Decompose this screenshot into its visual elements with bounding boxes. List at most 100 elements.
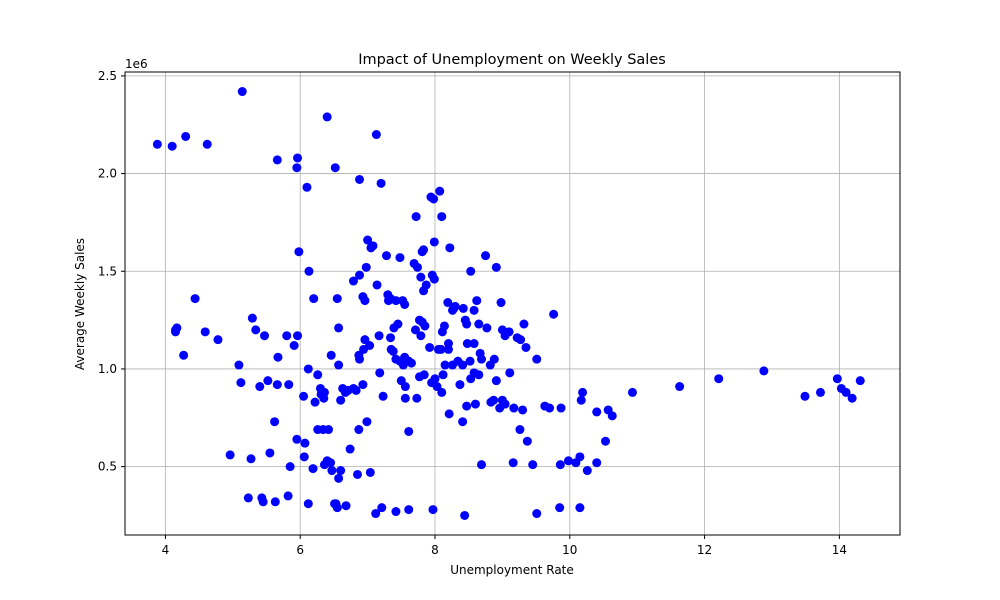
data-point [555, 460, 565, 470]
data-point [236, 378, 246, 388]
data-point [371, 509, 381, 519]
data-point [832, 374, 842, 384]
data-point [326, 458, 336, 468]
data-point [381, 251, 391, 261]
data-point [355, 270, 365, 280]
data-point [504, 327, 514, 337]
data-point [549, 309, 559, 319]
x-tick-label: 14 [832, 543, 847, 557]
data-point [270, 417, 280, 427]
data-point [627, 387, 637, 397]
data-point [270, 497, 280, 507]
data-point [445, 243, 455, 253]
data-point [332, 294, 342, 304]
data-point [237, 87, 247, 97]
data-point [455, 380, 465, 390]
data-point [322, 112, 332, 122]
data-point [285, 462, 295, 472]
data-point [419, 245, 429, 255]
data-point [371, 130, 381, 140]
data-point [330, 499, 340, 509]
data-point [395, 253, 405, 263]
data-point [576, 395, 586, 405]
data-point [292, 163, 302, 173]
data-point [400, 382, 410, 392]
data-point [360, 296, 370, 306]
data-point [284, 380, 294, 390]
data-point [167, 141, 177, 151]
x-tick-label: 12 [697, 543, 712, 557]
data-point [855, 376, 865, 386]
data-point [272, 155, 282, 165]
data-point [303, 499, 313, 509]
data-points [152, 87, 865, 520]
data-point [293, 153, 303, 163]
data-point [354, 425, 364, 435]
data-point [491, 376, 501, 386]
data-point [246, 454, 256, 464]
data-point [443, 298, 453, 308]
data-point [406, 358, 416, 368]
data-point [292, 434, 302, 444]
y-axis-ticks: 0.5 1.0 1.5 2.0 2.5 [98, 69, 125, 474]
y-axis-label: Average Weekly Sales [73, 238, 87, 370]
data-point [393, 319, 403, 329]
data-point [255, 382, 265, 392]
data-point [469, 339, 479, 349]
data-point [355, 174, 365, 184]
data-point [444, 409, 454, 419]
data-point [304, 266, 314, 276]
data-point [508, 458, 518, 468]
data-point [841, 387, 851, 397]
data-point [416, 331, 426, 341]
data-point [293, 331, 303, 341]
y-tick-label: 2.0 [98, 167, 117, 181]
data-point [759, 366, 769, 376]
data-point [430, 374, 440, 384]
data-point [363, 235, 373, 245]
data-point [607, 411, 617, 421]
data-point [416, 272, 426, 282]
data-point [439, 321, 449, 331]
data-point [326, 350, 336, 360]
data-point [213, 335, 223, 345]
data-point [477, 460, 486, 470]
data-point [532, 354, 542, 364]
x-tick-label: 8 [431, 543, 439, 557]
data-point [528, 460, 538, 470]
data-point [592, 458, 602, 468]
data-point [601, 436, 610, 446]
data-point [319, 393, 329, 403]
data-point [372, 280, 382, 290]
data-point [462, 319, 472, 329]
data-point [324, 425, 334, 435]
data-point [361, 262, 371, 272]
data-point [555, 503, 565, 513]
data-point [243, 493, 253, 503]
data-point [308, 464, 318, 474]
data-point [516, 335, 526, 345]
data-point [462, 401, 472, 411]
x-tick-label: 4 [162, 543, 170, 557]
data-point [460, 510, 470, 520]
data-point [190, 294, 200, 304]
data-point [522, 436, 532, 446]
y-tick-label: 1.0 [98, 362, 117, 376]
data-point [251, 325, 261, 335]
data-point [181, 131, 191, 141]
data-point [518, 405, 528, 415]
data-point [410, 325, 420, 335]
data-point [509, 403, 519, 413]
data-point [345, 444, 355, 454]
data-point [225, 450, 235, 460]
plot-area-frame [124, 71, 901, 536]
data-point [384, 296, 393, 306]
data-point [421, 280, 431, 290]
data-point [376, 178, 386, 188]
data-point [474, 319, 484, 329]
data-point [289, 341, 299, 351]
data-point [474, 370, 484, 380]
data-point [437, 212, 447, 222]
data-point [265, 448, 275, 458]
